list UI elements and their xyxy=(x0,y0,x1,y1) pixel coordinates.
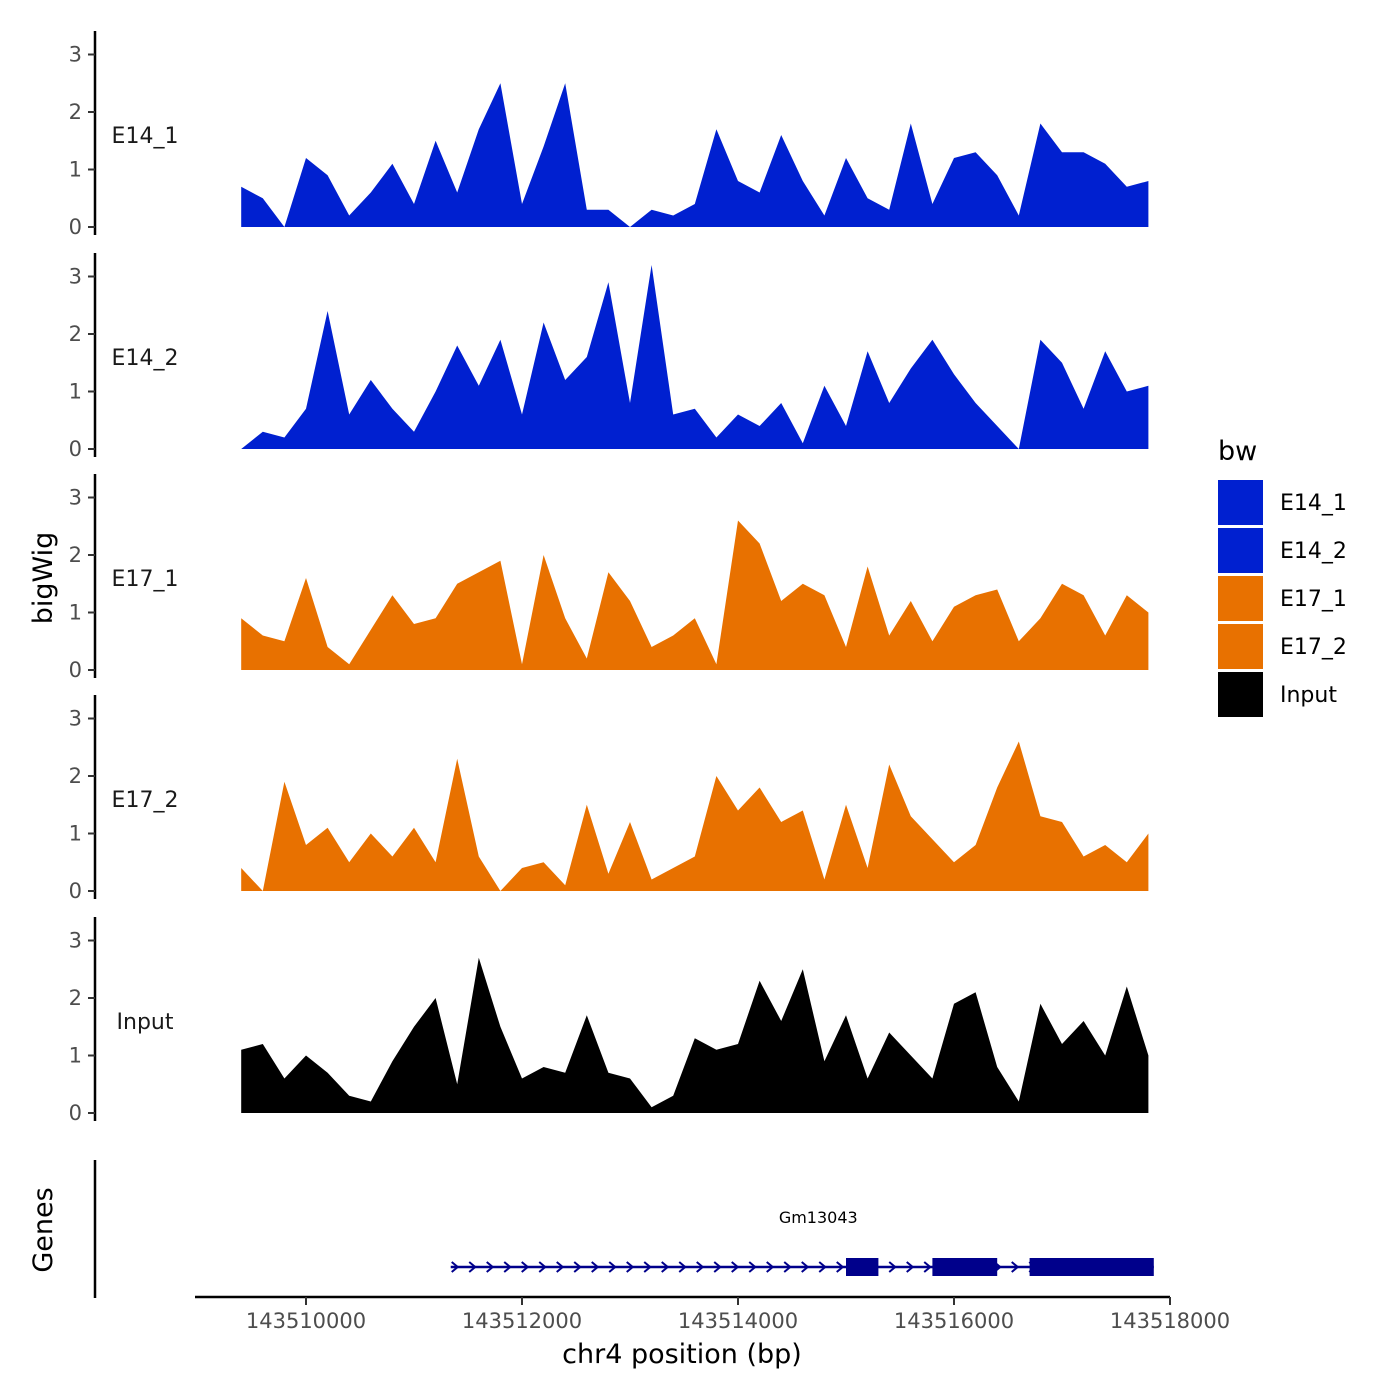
strand-arrow xyxy=(818,1261,827,1273)
y-tick-label: 3 xyxy=(69,486,82,510)
strand-arrow xyxy=(836,1261,845,1273)
x-tick-label: 143514000 xyxy=(678,1309,798,1333)
y-tick-label: 2 xyxy=(69,100,82,124)
strand-arrow xyxy=(608,1261,617,1273)
legend-key-Input xyxy=(1218,672,1263,717)
strand-arrow xyxy=(591,1261,600,1273)
strand-arrow xyxy=(451,1261,460,1273)
x-tick-label: 143510000 xyxy=(246,1309,366,1333)
y-tick-label: 3 xyxy=(69,43,82,67)
strand-arrow xyxy=(503,1261,512,1273)
x-tick-label: 143516000 xyxy=(894,1309,1014,1333)
y-tick-label: 1 xyxy=(69,601,82,625)
legend-label-E14_2: E14_2 xyxy=(1280,539,1347,564)
strand-arrow xyxy=(923,1261,932,1273)
strand-arrow xyxy=(766,1261,775,1273)
legend-label-E17_1: E17_1 xyxy=(1280,587,1347,612)
y-tick-label: 3 xyxy=(69,929,82,953)
gene-exon xyxy=(932,1258,998,1276)
strand-arrow xyxy=(783,1261,792,1273)
y-tick-label: 2 xyxy=(69,986,82,1010)
y-axis-title: bigWig xyxy=(28,532,59,625)
y-tick-label: 2 xyxy=(69,764,82,788)
legend-label-E14_1: E14_1 xyxy=(1280,491,1347,516)
area-E17_1 xyxy=(241,520,1149,670)
strand-arrow xyxy=(626,1261,635,1273)
strand-arrow xyxy=(468,1261,477,1273)
signal-tracks: 0 1 2 3 E14_1 0 1 2 3 E14_2 0 1 2 3 E17_1 0 1 2 3 E17_2 0 1 2 3… xyxy=(69,31,1149,1125)
strand-arrow xyxy=(643,1261,652,1273)
y-tick-label: 1 xyxy=(69,822,82,846)
x-tick-label: 143512000 xyxy=(462,1309,582,1333)
strand-arrow xyxy=(556,1261,565,1273)
x-axis-title: chr4 position (bp) xyxy=(562,1339,802,1370)
y-tick-label: 0 xyxy=(69,658,82,682)
legend-label-Input: Input xyxy=(1280,683,1337,708)
y-tick-label: 1 xyxy=(69,380,82,404)
legend-title: bw xyxy=(1218,436,1257,467)
strand-arrow xyxy=(696,1261,705,1273)
y-tick-label: 2 xyxy=(69,543,82,567)
strand-arrow xyxy=(661,1261,670,1273)
strand-arrow xyxy=(731,1261,740,1273)
x-axis: 143510000 143512000 143514000 143516000 1435… xyxy=(195,1295,1230,1333)
track-label: E17_1 xyxy=(112,567,179,592)
legend-key-E14_2 xyxy=(1218,528,1263,573)
track-Input: 0 1 2 3 Input xyxy=(69,917,1149,1125)
y-tick-label: 3 xyxy=(69,265,82,289)
track-label: E14_1 xyxy=(112,124,179,149)
track-label: Input xyxy=(117,1010,174,1035)
y-tick-label: 1 xyxy=(69,1044,82,1068)
gene-name-label: Gm13043 xyxy=(779,1208,858,1227)
strand-arrow xyxy=(888,1261,897,1273)
strand-arrow xyxy=(573,1261,582,1273)
gene-Gm13043: Gm13043 xyxy=(450,1208,1154,1276)
y-tick-label: 3 xyxy=(69,707,82,731)
legend-key-E14_1 xyxy=(1218,480,1263,525)
strand-arrow xyxy=(678,1261,687,1273)
area-E14_1 xyxy=(241,83,1149,227)
y-tick-label: 0 xyxy=(69,1101,82,1125)
strand-arrow xyxy=(486,1261,495,1273)
area-E17_2 xyxy=(241,741,1149,891)
y-tick-label: 0 xyxy=(69,215,82,239)
strand-arrow xyxy=(1011,1261,1020,1273)
legend-key-E17_2 xyxy=(1218,624,1263,669)
legend: bw E14_1 E14_2 E17_1 E17_2 Input xyxy=(1218,436,1347,717)
track-label: E17_2 xyxy=(112,788,179,813)
y-tick-label: 2 xyxy=(69,322,82,346)
y-tick-label: 1 xyxy=(69,158,82,182)
strand-arrow xyxy=(906,1261,915,1273)
track-E17_1: 0 1 2 3 E17_1 xyxy=(69,474,1149,682)
track-E14_1: 0 1 2 3 E14_1 xyxy=(69,31,1149,239)
legend-label-E17_2: E17_2 xyxy=(1280,635,1347,660)
gene-exon xyxy=(1029,1258,1154,1276)
strand-arrow xyxy=(713,1261,722,1273)
y-tick-label: 0 xyxy=(69,879,82,903)
strand-arrow xyxy=(521,1261,530,1273)
track-E17_2: 0 1 2 3 E17_2 xyxy=(69,695,1149,903)
strand-arrow xyxy=(538,1261,547,1273)
legend-key-E17_1 xyxy=(1218,576,1263,621)
strand-arrow xyxy=(748,1261,757,1273)
genes-axis-title: Genes xyxy=(28,1187,59,1272)
gene-track: Gm13043 xyxy=(93,1160,1154,1298)
strand-arrow xyxy=(801,1261,810,1273)
area-Input xyxy=(241,957,1149,1113)
track-label: E14_2 xyxy=(112,346,179,371)
area-E14_2 xyxy=(241,265,1149,449)
y-tick-label: 0 xyxy=(69,437,82,461)
x-tick-label: 143518000 xyxy=(1110,1309,1230,1333)
gene-exon xyxy=(846,1258,879,1276)
track-E14_2: 0 1 2 3 E14_2 xyxy=(69,253,1149,461)
